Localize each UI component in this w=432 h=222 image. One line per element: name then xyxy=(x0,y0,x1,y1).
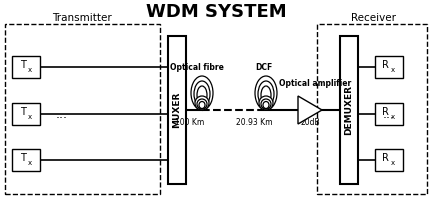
Bar xyxy=(168,36,186,184)
Text: x: x xyxy=(28,160,32,166)
Text: MUXER: MUXER xyxy=(172,92,181,128)
Text: DCF: DCF xyxy=(255,63,273,72)
Text: ...: ... xyxy=(383,107,395,121)
Text: R: R xyxy=(382,107,389,117)
Text: R: R xyxy=(382,60,389,70)
Text: T: T xyxy=(20,153,25,163)
Ellipse shape xyxy=(199,101,205,109)
Ellipse shape xyxy=(255,76,277,110)
Text: x: x xyxy=(391,160,395,166)
Bar xyxy=(12,103,40,125)
Ellipse shape xyxy=(263,101,269,109)
Text: WDM SYSTEM: WDM SYSTEM xyxy=(146,3,286,21)
Ellipse shape xyxy=(191,76,213,110)
Text: x: x xyxy=(28,67,32,73)
Bar xyxy=(375,149,403,171)
Text: T: T xyxy=(20,107,25,117)
Bar xyxy=(317,24,427,194)
Bar xyxy=(375,56,403,78)
Bar xyxy=(5,24,160,194)
Bar xyxy=(12,149,40,171)
Text: Transmitter: Transmitter xyxy=(52,13,112,23)
Ellipse shape xyxy=(261,99,271,109)
Bar xyxy=(12,56,40,78)
Polygon shape xyxy=(298,96,322,124)
Text: T: T xyxy=(20,60,25,70)
Text: 100 Km: 100 Km xyxy=(175,118,205,127)
Ellipse shape xyxy=(261,86,271,104)
Text: R: R xyxy=(382,153,389,163)
Text: x: x xyxy=(28,114,32,120)
Text: Optical fibre: Optical fibre xyxy=(170,63,224,72)
Ellipse shape xyxy=(197,86,207,104)
Text: Receiver: Receiver xyxy=(352,13,397,23)
Text: 20dB: 20dB xyxy=(300,118,320,127)
Text: x: x xyxy=(391,114,395,120)
Ellipse shape xyxy=(197,99,207,109)
Text: x: x xyxy=(391,67,395,73)
Text: 20.93 Km: 20.93 Km xyxy=(236,118,272,127)
Ellipse shape xyxy=(195,96,209,110)
Ellipse shape xyxy=(258,81,274,107)
Ellipse shape xyxy=(259,96,273,110)
Bar xyxy=(340,36,358,184)
Ellipse shape xyxy=(194,81,210,107)
Text: Optical amplifier: Optical amplifier xyxy=(279,79,351,88)
Bar xyxy=(375,103,403,125)
Text: DEMUXER: DEMUXER xyxy=(344,85,353,135)
Text: ...: ... xyxy=(56,107,68,121)
